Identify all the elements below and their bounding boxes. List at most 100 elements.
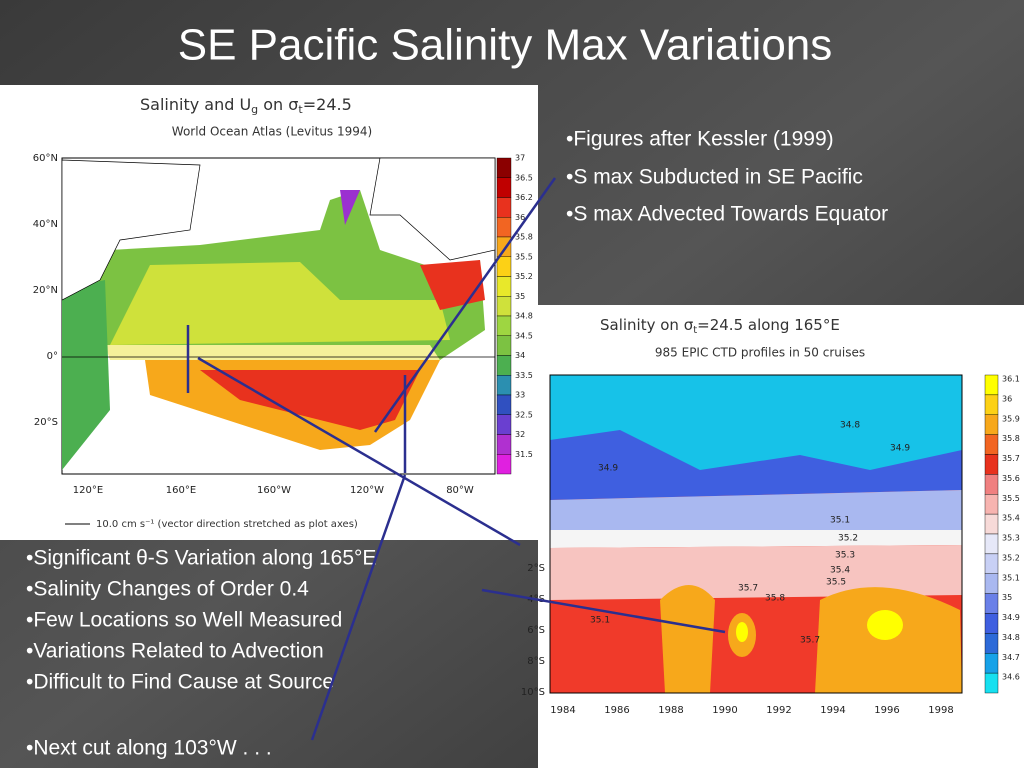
colorbar-label: 35.3 xyxy=(1002,534,1020,543)
colorbar-swatch xyxy=(496,434,512,455)
colorbar-swatch xyxy=(496,276,512,297)
x-tick-label: 1994 xyxy=(820,705,845,716)
x-tick-label: 1996 xyxy=(874,705,899,716)
colorbar-label: 34.9 xyxy=(1002,613,1020,622)
colorbar-swatch xyxy=(496,394,512,415)
colorbar-swatch xyxy=(984,633,999,654)
colorbar-label: 34 xyxy=(515,351,525,360)
arrow xyxy=(197,356,521,547)
contour-label: 34.9 xyxy=(890,444,910,454)
colorbar-label: 35.1 xyxy=(1002,573,1020,582)
colorbar-swatch xyxy=(984,553,999,574)
colorbar-label: 35.9 xyxy=(1002,414,1020,423)
left-bullets: •Significant θ-S Variation along 165°E •… xyxy=(26,547,376,760)
colorbar-label: 32.5 xyxy=(515,410,533,419)
map-pale xyxy=(105,345,440,360)
map-atl xyxy=(420,260,485,310)
figure1-title: Salinity and Ug on σt=24.5 xyxy=(140,95,352,117)
figure2-section xyxy=(549,374,963,694)
colorbar-label: 35.8 xyxy=(515,233,533,242)
colorbar-swatch xyxy=(984,672,999,694)
sec-white xyxy=(550,530,962,548)
contour-label: 35.4 xyxy=(830,566,850,576)
map-namerica xyxy=(369,157,496,261)
arrow xyxy=(481,588,726,634)
y-tick-label: 20°N xyxy=(33,285,58,296)
colorbar-label: 35.6 xyxy=(1002,474,1020,483)
bullet: •Variations Related to Advection xyxy=(26,640,324,663)
figure1-footnote: 10.0 cm s⁻¹ (vector direction stretched … xyxy=(96,519,358,530)
colorbar-label: 32 xyxy=(515,430,525,439)
colorbar-label: 35.5 xyxy=(515,252,533,261)
contour-label: 35.7 xyxy=(800,636,820,646)
figure1-colorbar: 37 36.5 36.2 36 35.8 35.5 35.2 35 34.8 34.5 34 33.5… xyxy=(496,154,533,475)
bullet: •S max Subducted in SE Pacific xyxy=(566,166,863,189)
map-asia xyxy=(61,159,201,301)
colorbar-label: 35.8 xyxy=(1002,434,1020,443)
colorbar-swatch xyxy=(496,375,512,396)
colorbar-label: 35.4 xyxy=(1002,514,1020,523)
colorbar-label: 36 xyxy=(515,213,525,222)
sec-yellow1 xyxy=(867,610,903,640)
colorbar-swatch xyxy=(496,197,512,218)
figure1-map xyxy=(61,157,496,475)
colorbar-label: 36 xyxy=(1002,394,1012,403)
x-tick-label: 1986 xyxy=(604,705,629,716)
contour-label: 35.2 xyxy=(838,534,858,544)
colorbar-label: 34.8 xyxy=(1002,633,1020,642)
colorbar-swatch xyxy=(496,157,512,178)
contour-label: 35.8 xyxy=(765,594,785,604)
x-tick-label: 1984 xyxy=(550,705,575,716)
sec-yellow2 xyxy=(736,622,748,642)
colorbar-label: 33.5 xyxy=(515,371,533,380)
contour-label: 35.7 xyxy=(738,584,758,594)
colorbar-swatch xyxy=(496,236,512,257)
x-tick-label: 1998 xyxy=(928,705,953,716)
colorbar-swatch xyxy=(984,434,999,455)
figure2-colorbar: 36.1 36 35.9 35.8 35.7 35.6 35.5 35.4 35.3 35.2 35… xyxy=(984,374,1020,694)
x-tick-label: 1992 xyxy=(766,705,791,716)
colorbar-swatch xyxy=(496,335,512,356)
colorbar-label: 37 xyxy=(515,154,525,163)
bullet: •Next cut along 103°W . . . xyxy=(26,737,272,760)
bullet: •Figures after Kessler (1999) xyxy=(566,128,834,151)
colorbar-swatch xyxy=(984,414,999,435)
annotation-arrows xyxy=(186,177,726,741)
bullet: •Difficult to Find Cause at Source xyxy=(26,671,334,694)
colorbar-swatch xyxy=(984,374,999,396)
y-tick-label: 10°S xyxy=(521,687,545,698)
x-tick-label: 1988 xyxy=(658,705,683,716)
sec-frame xyxy=(549,374,963,694)
colorbar-swatch xyxy=(984,653,999,674)
colorbar-label: 36.1 xyxy=(1002,375,1020,384)
colorbar-label: 35.2 xyxy=(515,272,533,281)
colorbar-label: 36.2 xyxy=(515,193,533,202)
x-tick-label: 1990 xyxy=(712,705,737,716)
contour-label: 35.1 xyxy=(590,616,610,626)
contour-label: 35.3 xyxy=(835,551,855,561)
colorbar-swatch xyxy=(496,355,512,376)
colorbar-swatch xyxy=(984,454,999,475)
map-purple xyxy=(340,190,360,225)
slide-title: SE Pacific Salinity Max Variations xyxy=(178,21,833,70)
colorbar-swatch xyxy=(496,414,512,435)
bullet: •Significant θ-S Variation along 165°E xyxy=(26,547,376,570)
colorbar-swatch xyxy=(496,296,512,317)
colorbar-swatch xyxy=(984,593,999,614)
y-tick-label: 60°N xyxy=(33,153,58,164)
map-red xyxy=(200,370,420,430)
colorbar-label: 35 xyxy=(1002,593,1012,602)
colorbar-swatch xyxy=(984,573,999,594)
right-bullets: •Figures after Kessler (1999) •S max Sub… xyxy=(566,128,888,226)
colorbar-label: 31.5 xyxy=(515,450,533,459)
colorbar-swatch xyxy=(496,177,512,198)
bullet: •S max Advected Towards Equator xyxy=(566,203,888,226)
x-tick-label: 80°W xyxy=(446,485,474,496)
y-tick-label: 0° xyxy=(47,351,58,362)
sec-orange1 xyxy=(660,585,715,693)
sec-blue xyxy=(550,430,962,500)
colorbar-label: 34.6 xyxy=(1002,673,1020,682)
colorbar-swatch xyxy=(984,613,999,634)
y-tick-label: 6°S xyxy=(527,625,545,636)
